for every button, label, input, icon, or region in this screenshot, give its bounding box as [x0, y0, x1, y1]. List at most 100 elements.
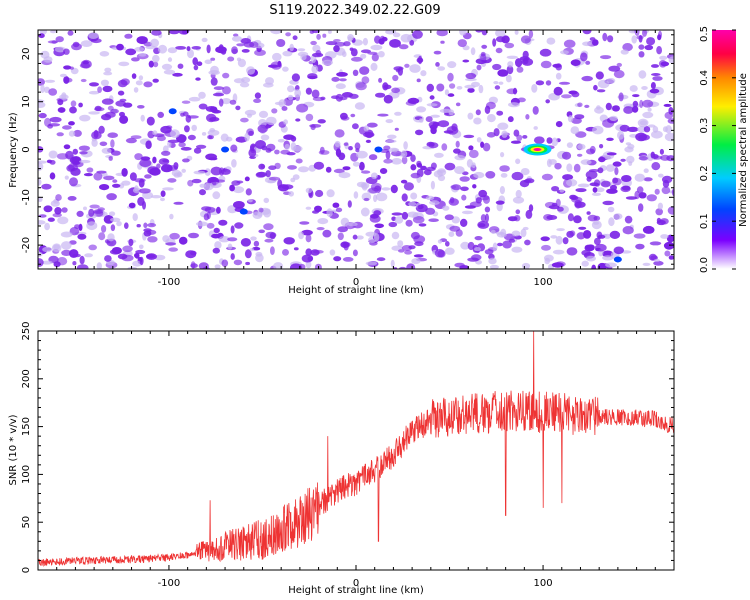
spectrogram-cell [287, 94, 294, 101]
spectrogram-cell [361, 170, 371, 174]
spectrogram-cell [642, 111, 654, 119]
spectrogram-cell [140, 114, 145, 122]
spectrogram-cell [519, 180, 530, 188]
x-tick-label: 0 [353, 578, 359, 589]
spectrogram-cell [337, 232, 344, 241]
spectrogram-cell [139, 256, 144, 266]
spectrogram-cell [191, 178, 202, 184]
spectrogram-cell [626, 155, 635, 164]
spectrogram-cell [447, 93, 455, 97]
spectrogram-cell [591, 264, 597, 269]
spectrogram-cell [127, 266, 138, 269]
spectrogram-cell [38, 162, 44, 171]
spectrogram-cell [663, 103, 672, 107]
spectrogram-cell [627, 126, 639, 132]
spectrogram-cell [295, 85, 300, 91]
spectrogram-cell [80, 78, 87, 83]
spectrogram-cell [516, 134, 523, 141]
spectrogram-cell [643, 168, 649, 173]
spectrogram-cell [667, 118, 674, 124]
spectrogram-cell [595, 71, 604, 80]
spectrogram-cell [497, 122, 509, 130]
spectrogram-cell [488, 257, 497, 265]
spectrogram-cell [555, 63, 562, 71]
spectrogram-cell [638, 51, 645, 58]
spectrogram-cell [63, 76, 70, 84]
spectrogram-cell [625, 196, 638, 200]
spectrogram-cell [605, 102, 612, 111]
spectrogram-cell [248, 148, 257, 158]
spectrogram-cell [233, 33, 239, 37]
spectrogram-cell [475, 30, 483, 33]
spectrogram-cell [342, 257, 354, 262]
spectrogram-cell [460, 218, 468, 227]
spectrogram-cell [599, 144, 604, 149]
spectrogram-cell [375, 92, 386, 98]
spectrogram-cell [94, 105, 102, 111]
spectrogram-cell [311, 89, 320, 99]
spectrogram-cell [80, 59, 92, 69]
spectrogram-cell [533, 136, 545, 144]
spectrogram-cell [137, 105, 145, 109]
spectrogram-cell [260, 134, 270, 141]
spectrogram-cell [405, 100, 417, 106]
spectrogram-cell [316, 33, 321, 40]
spectrogram-cell [425, 207, 436, 215]
spectrogram-cell [578, 226, 587, 230]
spectrogram-cell [132, 260, 143, 267]
spectrogram-cell [215, 46, 227, 54]
spectrogram-cell [378, 77, 383, 83]
spectrogram-cell [98, 232, 106, 241]
spectrogram-cell [608, 217, 615, 227]
spectrogram-cell [157, 44, 168, 54]
spectrogram-cell [487, 114, 496, 123]
snr-panel: -100 0 100 0 50 100 150 200 250 Height of strai… [8, 321, 675, 596]
y-tick-label: 10 [21, 95, 32, 108]
spectrogram-heatmap [38, 30, 674, 269]
spectrogram-cell [656, 46, 662, 55]
colorbar-tick-label: 0.1 [699, 213, 710, 229]
spectrogram-cell [444, 162, 456, 171]
spectrogram-cell [461, 194, 467, 201]
spectrogram-cell [326, 208, 333, 218]
spectrogram-cell [638, 192, 647, 199]
spectrogram-cell [117, 79, 128, 88]
spectrogram-cell [544, 257, 550, 265]
spectrogram-cell [539, 48, 552, 57]
spectrogram-cell [620, 185, 631, 193]
spectrogram-cell [570, 59, 581, 66]
spectrogram-cell [245, 188, 252, 196]
spectrogram-cell [38, 112, 47, 119]
spectrogram-cell [287, 165, 297, 170]
spectrogram-cell [139, 244, 144, 250]
spectrogram-cell [249, 41, 259, 48]
spectrogram-cell [277, 60, 282, 68]
spectrogram-cell [540, 236, 550, 242]
spectrogram-cell [465, 78, 477, 82]
spectrogram-cell [334, 140, 341, 148]
spectrogram-cell [400, 179, 408, 184]
spectrogram-cell [490, 229, 496, 234]
spectrogram-cell [541, 173, 553, 181]
spectrogram-cell [400, 150, 408, 158]
spectrogram-cell [459, 30, 467, 36]
spectrogram-cell [507, 61, 514, 68]
spectrogram-cell [227, 243, 233, 250]
spectrogram-cell [343, 242, 349, 251]
spectrogram-cell [480, 214, 487, 222]
spectrogram-cell [398, 44, 409, 50]
spectrogram-cell [187, 49, 194, 59]
colorbar-label: Normalized spectral amplitude [738, 73, 749, 227]
spectrogram-cell [498, 81, 504, 85]
spectrogram-cell [627, 143, 635, 150]
spectrogram-cell [363, 132, 375, 138]
spectrogram-cell [555, 72, 562, 80]
spectrogram-cell [240, 38, 251, 44]
spectrogram-cell [429, 200, 440, 206]
spectrogram-cell [602, 119, 615, 128]
spectrogram-cell [356, 150, 368, 159]
spectrogram-cell [354, 142, 361, 150]
spectrogram-cell [463, 134, 475, 139]
spectrogram-cell [592, 125, 604, 135]
